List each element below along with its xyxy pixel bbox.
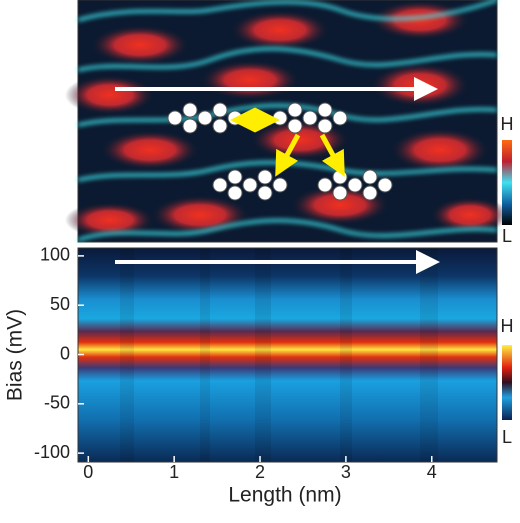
y-tick-label: -50 — [44, 393, 70, 413]
colorbar-label: H — [501, 316, 514, 336]
x-axis-label: Length (nm) — [228, 484, 341, 507]
x-tick-label: 2 — [255, 462, 265, 482]
colorbar-label: H — [501, 114, 514, 134]
x-tick-label: 3 — [341, 462, 351, 482]
y-axis-label: Bias (mV) — [4, 309, 27, 401]
y-tick-label: 0 — [60, 343, 70, 363]
y-tick-label: -100 — [34, 442, 70, 462]
x-tick-label: 1 — [169, 462, 179, 482]
y-tick-label: 50 — [50, 294, 70, 314]
top-image — [65, 0, 512, 243]
heatmap — [77, 247, 512, 463]
x-tick-label: 0 — [83, 462, 93, 482]
y-tick-label: 100 — [40, 245, 70, 265]
colorbar-label: L — [502, 226, 512, 246]
x-tick-label: 4 — [427, 462, 437, 482]
colorbar-label: L — [502, 427, 512, 447]
